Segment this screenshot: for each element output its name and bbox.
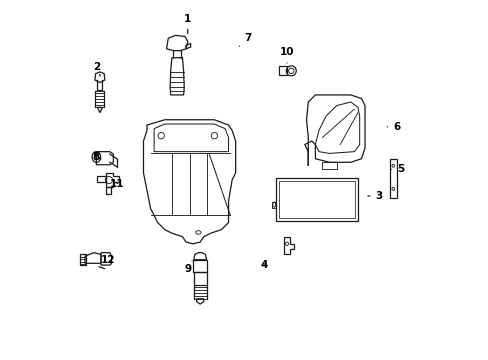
Text: 12: 12 (101, 255, 115, 265)
Text: 4: 4 (260, 260, 267, 270)
Text: 6: 6 (386, 122, 400, 132)
Text: 11: 11 (109, 179, 124, 189)
Bar (276, 178, 357, 221)
Bar (279, 66, 286, 76)
Text: 8: 8 (93, 152, 101, 162)
Bar (279, 181, 354, 218)
Bar (272, 202, 276, 208)
Text: 9: 9 (184, 261, 192, 274)
Text: 7: 7 (239, 33, 251, 46)
Text: 2: 2 (93, 62, 100, 76)
Text: 5: 5 (390, 165, 403, 174)
Text: 10: 10 (279, 48, 294, 63)
Text: 1: 1 (184, 14, 191, 34)
Text: 3: 3 (367, 191, 382, 201)
